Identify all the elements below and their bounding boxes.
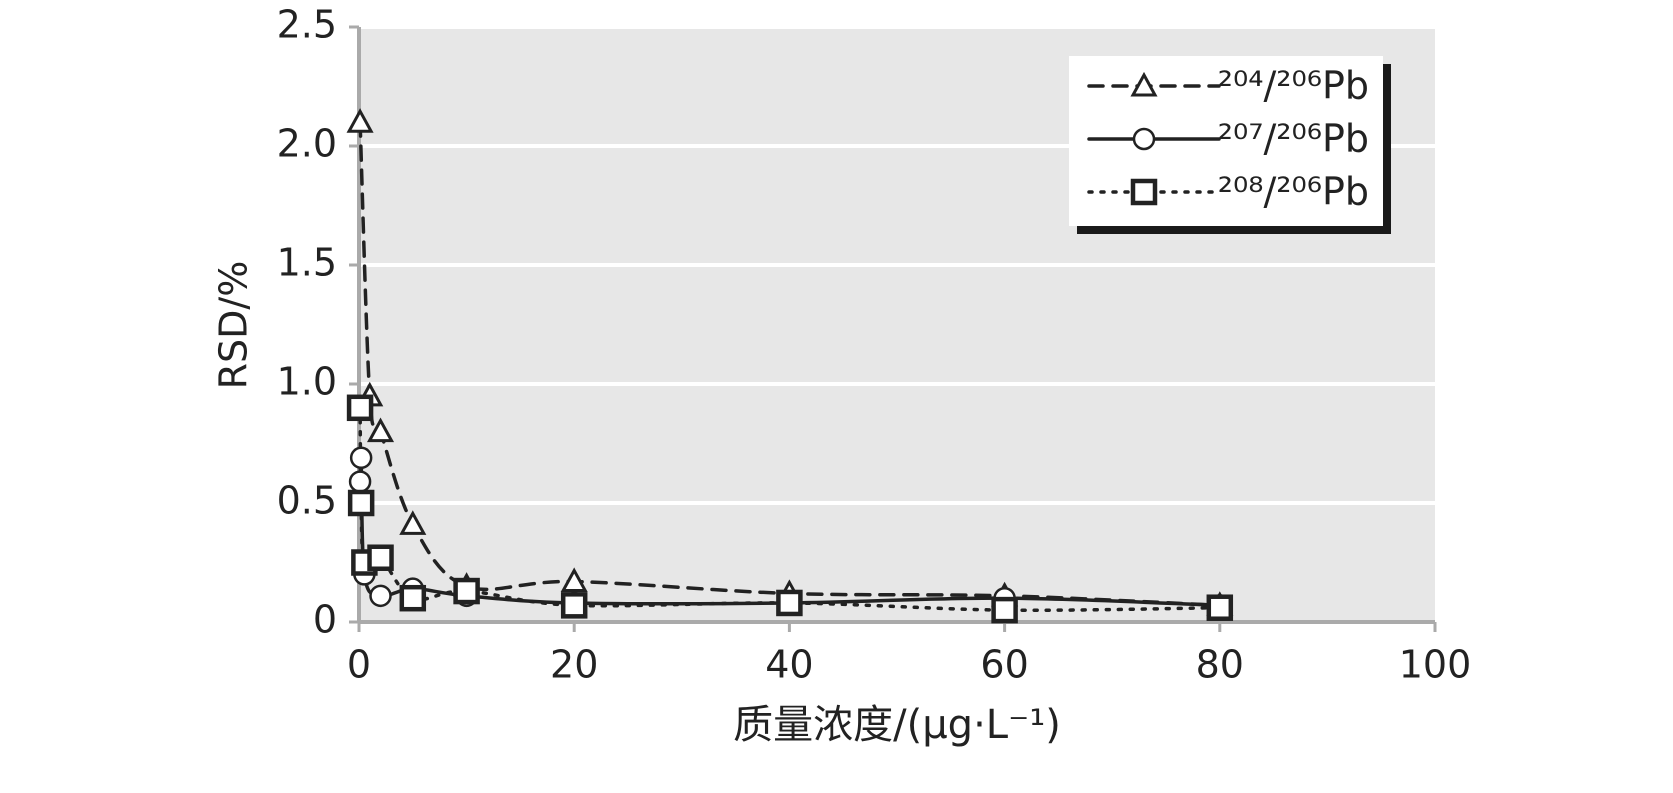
marker-triangle — [366, 417, 395, 443]
legend-label: ²⁰⁷/²⁰⁶Pb — [1218, 117, 1369, 161]
marker-square — [399, 584, 427, 612]
x-tick-label: 40 — [765, 643, 813, 687]
x-axis-label: 质量浓度/(μg·L⁻¹) — [733, 702, 1061, 748]
y-tick-label: 0.5 — [277, 479, 337, 523]
y-tick-label: 2.5 — [277, 3, 337, 47]
marker-square — [1130, 178, 1158, 206]
marker-square — [347, 489, 375, 517]
marker-square — [1206, 594, 1234, 621]
marker-square — [991, 596, 1018, 624]
y-tick-label: 0 — [313, 598, 337, 642]
marker-square — [560, 592, 588, 619]
x-tick-label: 60 — [980, 643, 1028, 687]
y-tick-label: 1.0 — [277, 360, 337, 404]
marker-square — [346, 394, 374, 422]
marker-triangle — [399, 510, 427, 535]
marker-square — [453, 577, 480, 605]
x-tick-label: 20 — [550, 643, 598, 687]
x-tick-label: 80 — [1196, 643, 1244, 687]
legend: ²⁰⁴/²⁰⁶Pb ²⁰⁷/²⁰⁶Pb ²⁰⁸/²⁰⁶Pb — [1069, 56, 1391, 234]
x-tick-label: 100 — [1399, 643, 1472, 687]
marker-triangle — [1130, 71, 1158, 97]
legend-label: ²⁰⁴/²⁰⁶Pb — [1218, 64, 1369, 108]
marker-triangle — [560, 567, 588, 593]
x-tick-label: 0 — [347, 643, 371, 687]
y-axis-label: RSD/% — [212, 261, 256, 390]
marker-circle — [369, 584, 392, 608]
marker-triangle — [346, 108, 374, 133]
marker-square — [776, 589, 803, 617]
marker-square — [367, 544, 394, 571]
y-tick-label: 2.0 — [277, 122, 337, 166]
marker-circle — [349, 446, 373, 470]
legend-label: ²⁰⁸/²⁰⁶Pb — [1218, 170, 1369, 214]
marker-circle — [348, 470, 372, 493]
y-tick-label: 1.5 — [277, 241, 337, 285]
marker-circle — [1132, 127, 1156, 151]
